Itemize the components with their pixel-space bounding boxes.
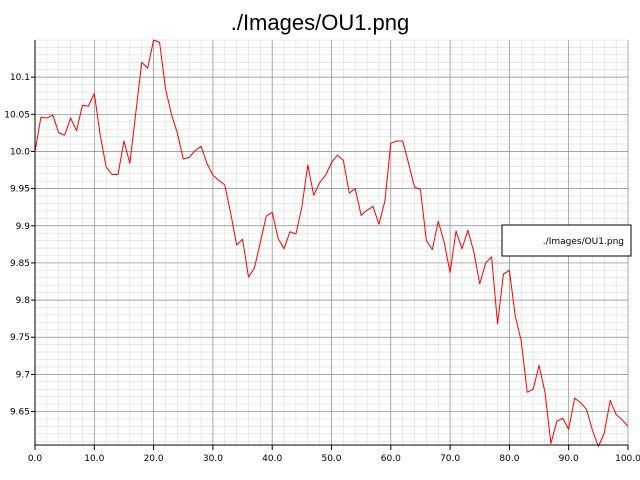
legend: ./Images/OU1.png <box>501 224 632 257</box>
y-tick-label: 10.0 <box>10 147 30 157</box>
y-tick-label: 9.85 <box>10 259 30 269</box>
series-line <box>34 39 629 447</box>
chart-title: ./Images/OU1.png <box>231 10 410 35</box>
series-layer <box>34 39 629 447</box>
x-tick-label: 30.0 <box>203 454 223 464</box>
x-axis-ticks: 0.0 10.0 20.0 30.0 40.0 50.0 60.0 70.0 80.0 90.0 1… <box>28 454 640 464</box>
x-tick-label: 70.0 <box>440 454 460 464</box>
x-tick-label: 100.0 <box>615 454 640 464</box>
x-tick-label: 60.0 <box>381 454 401 464</box>
x-tick-label: 10.0 <box>84 454 104 464</box>
x-tick-label: 90.0 <box>559 454 579 464</box>
legend-box <box>501 224 632 257</box>
x-tick-label: 50.0 <box>321 454 341 464</box>
y-tick-label: 10.05 <box>4 110 30 120</box>
x-tick-label: 20.0 <box>144 454 164 464</box>
axes <box>31 40 629 450</box>
y-tick-label: 9.9 <box>16 222 31 232</box>
x-tick-label: 0.0 <box>28 454 43 464</box>
y-tick-label: 9.7 <box>16 370 30 380</box>
y-tick-label: 9.65 <box>10 408 30 418</box>
legend-label: ./Images/OU1.png <box>543 237 624 247</box>
y-tick-label: 9.95 <box>10 185 30 195</box>
y-axis-ticks: 9.65 9.7 9.75 9.8 9.85 9.9 9.95 10.0 10.05 10.1 <box>4 73 30 417</box>
y-tick-label: 10.1 <box>10 73 30 83</box>
x-tick-label: 40.0 <box>262 454 282 464</box>
y-tick-label: 9.75 <box>10 333 30 343</box>
x-tick-label: 80.0 <box>499 454 519 464</box>
y-tick-label: 9.8 <box>16 296 31 306</box>
